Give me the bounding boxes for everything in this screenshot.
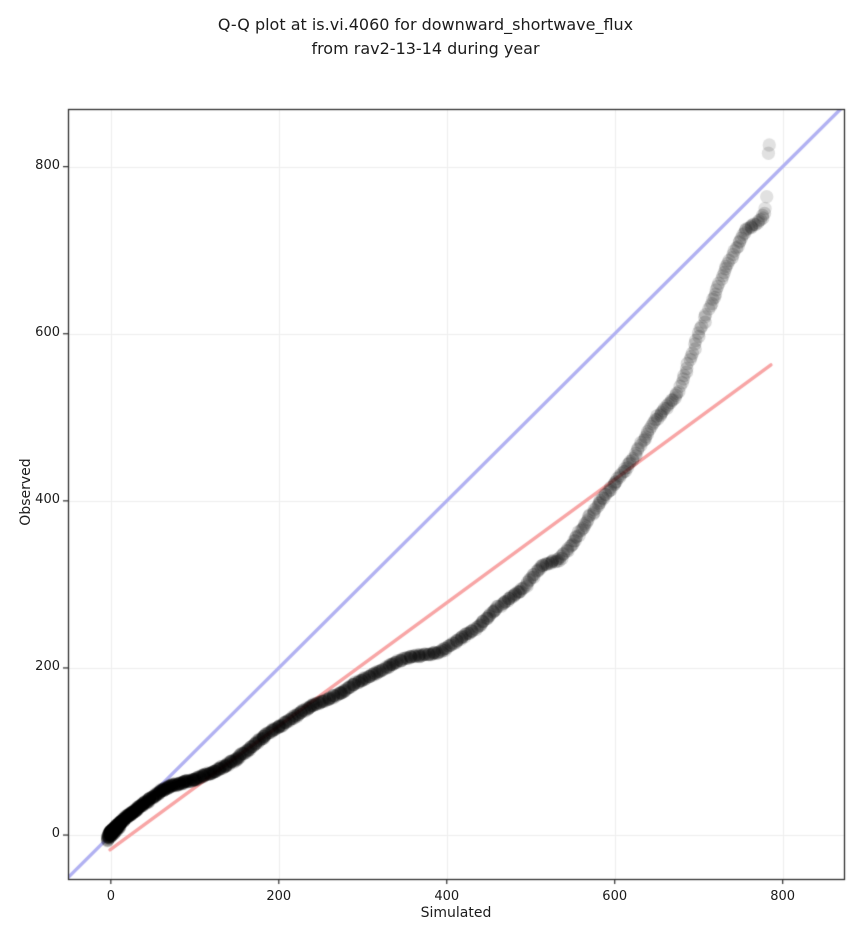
x-axis-label: Simulated bbox=[420, 905, 492, 921]
chart-title-line2: from rav2-13-14 during year bbox=[311, 39, 540, 58]
y-tick-label: 400 bbox=[35, 491, 60, 507]
x-tick-label: 800 bbox=[770, 889, 796, 904]
y-tick-label: 0 bbox=[51, 826, 60, 842]
y-tick-label: 600 bbox=[35, 324, 60, 340]
x-tick-label: 200 bbox=[266, 889, 292, 904]
chart-title-line1: Q-Q plot at is.vi.4060 for downward_shor… bbox=[217, 15, 634, 34]
x-tick-label: 0 bbox=[106, 889, 115, 904]
chart-title: Q-Q plot at is.vi.4060 for downward_shor… bbox=[0, 13, 851, 61]
y-tick-label: 800 bbox=[35, 157, 60, 173]
x-tick-label: 400 bbox=[434, 889, 460, 904]
x-tick-label: 600 bbox=[602, 889, 628, 904]
y-tick-label: 200 bbox=[35, 658, 60, 674]
